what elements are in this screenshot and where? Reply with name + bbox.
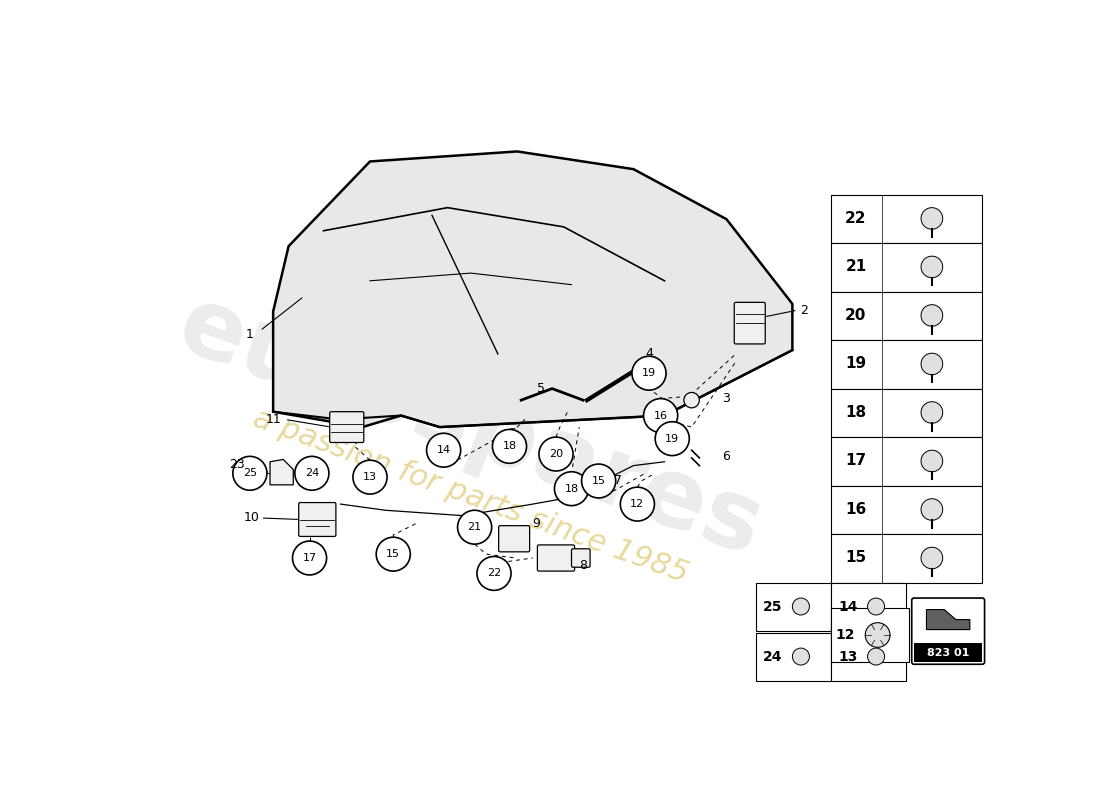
Circle shape xyxy=(539,437,573,471)
Text: 21: 21 xyxy=(845,259,867,274)
Circle shape xyxy=(684,393,700,408)
Circle shape xyxy=(233,456,267,490)
Text: 21: 21 xyxy=(468,522,482,532)
Text: 25: 25 xyxy=(763,599,783,614)
Circle shape xyxy=(295,456,329,490)
Bar xyxy=(832,437,982,486)
Text: 18: 18 xyxy=(564,484,579,494)
Circle shape xyxy=(477,557,512,590)
Text: 8: 8 xyxy=(579,559,587,572)
Text: 16: 16 xyxy=(845,502,867,517)
Circle shape xyxy=(792,598,810,615)
Bar xyxy=(756,633,832,682)
FancyBboxPatch shape xyxy=(299,502,336,537)
Bar xyxy=(832,534,982,582)
Bar xyxy=(832,340,982,389)
FancyBboxPatch shape xyxy=(735,302,766,344)
Circle shape xyxy=(631,356,666,390)
Text: 11: 11 xyxy=(265,413,280,426)
Circle shape xyxy=(921,547,943,569)
FancyBboxPatch shape xyxy=(572,549,590,567)
Circle shape xyxy=(866,622,890,647)
Circle shape xyxy=(921,498,943,520)
Circle shape xyxy=(582,464,616,498)
Circle shape xyxy=(921,402,943,423)
Text: 14: 14 xyxy=(437,445,451,455)
Text: 19: 19 xyxy=(666,434,680,444)
Bar xyxy=(832,194,982,243)
Text: 823 01: 823 01 xyxy=(927,648,969,658)
FancyBboxPatch shape xyxy=(498,526,530,552)
Text: 24: 24 xyxy=(763,650,783,663)
Text: 10: 10 xyxy=(243,511,260,525)
Circle shape xyxy=(868,598,884,615)
Bar xyxy=(832,633,906,682)
Text: 5: 5 xyxy=(537,382,544,395)
FancyBboxPatch shape xyxy=(912,598,984,664)
Text: 18: 18 xyxy=(846,405,867,420)
Circle shape xyxy=(427,434,461,467)
Circle shape xyxy=(868,648,884,665)
Text: 6: 6 xyxy=(723,450,730,463)
Text: 12: 12 xyxy=(835,628,855,642)
Text: 20: 20 xyxy=(549,449,563,459)
Text: 15: 15 xyxy=(846,550,867,566)
Text: 22: 22 xyxy=(487,568,502,578)
Circle shape xyxy=(921,305,943,326)
Bar xyxy=(832,608,909,662)
FancyBboxPatch shape xyxy=(538,545,574,571)
Text: a passion for parts since 1985: a passion for parts since 1985 xyxy=(250,404,692,589)
Bar xyxy=(832,243,982,291)
Text: 13: 13 xyxy=(363,472,377,482)
Circle shape xyxy=(921,450,943,472)
Text: 22: 22 xyxy=(845,211,867,226)
Circle shape xyxy=(293,541,327,575)
Bar xyxy=(832,582,906,631)
Bar xyxy=(914,642,982,662)
Text: 15: 15 xyxy=(592,476,606,486)
Circle shape xyxy=(792,648,810,665)
Text: 14: 14 xyxy=(838,599,858,614)
Text: 7: 7 xyxy=(614,474,622,487)
Text: 16: 16 xyxy=(653,410,668,421)
Circle shape xyxy=(921,353,943,374)
Circle shape xyxy=(376,538,410,571)
Circle shape xyxy=(921,208,943,230)
Circle shape xyxy=(554,472,588,506)
Circle shape xyxy=(644,398,678,433)
Text: 9: 9 xyxy=(532,517,540,530)
Text: 25: 25 xyxy=(243,468,257,478)
Text: 13: 13 xyxy=(838,650,858,663)
Circle shape xyxy=(656,422,690,455)
Text: 20: 20 xyxy=(845,308,867,323)
Circle shape xyxy=(458,510,492,544)
Bar xyxy=(832,291,982,340)
Circle shape xyxy=(493,430,527,463)
Text: 24: 24 xyxy=(305,468,319,478)
Circle shape xyxy=(921,256,943,278)
Polygon shape xyxy=(273,151,792,427)
Bar xyxy=(832,389,982,437)
Circle shape xyxy=(353,460,387,494)
Text: eurospares: eurospares xyxy=(166,278,776,576)
Text: 15: 15 xyxy=(386,549,400,559)
Bar xyxy=(832,486,982,534)
Text: 23: 23 xyxy=(229,458,244,470)
Polygon shape xyxy=(270,459,294,485)
Text: 17: 17 xyxy=(846,454,867,469)
Text: 12: 12 xyxy=(630,499,645,509)
FancyBboxPatch shape xyxy=(330,412,364,442)
Polygon shape xyxy=(926,610,970,630)
Text: 18: 18 xyxy=(503,442,517,451)
Bar xyxy=(756,582,832,631)
Text: 19: 19 xyxy=(642,368,656,378)
Text: 1: 1 xyxy=(246,328,254,341)
Text: 3: 3 xyxy=(723,392,730,405)
Text: 17: 17 xyxy=(302,553,317,563)
Text: 4: 4 xyxy=(645,347,653,361)
Text: 2: 2 xyxy=(800,303,807,317)
Circle shape xyxy=(620,487,654,521)
Text: 19: 19 xyxy=(846,357,867,371)
